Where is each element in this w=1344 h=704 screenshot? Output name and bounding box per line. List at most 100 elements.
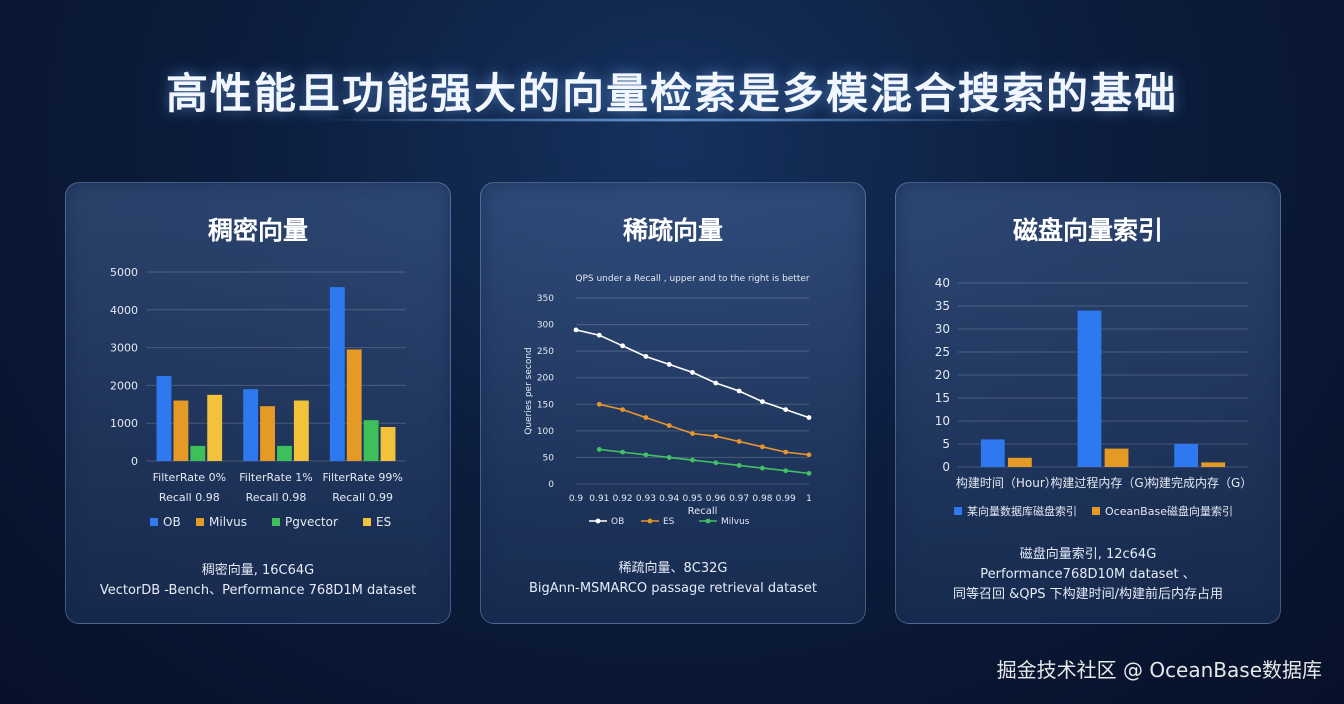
legend-swatch-marker bbox=[595, 518, 601, 524]
bar bbox=[260, 406, 275, 461]
data-point bbox=[573, 327, 579, 333]
data-point bbox=[713, 380, 719, 386]
y-tick-label: 0 bbox=[548, 480, 554, 490]
sparse-vector-panel: 稀疏向量 QPS under a Recall , upper and to t… bbox=[480, 182, 866, 624]
x-tick-label: 0.91 bbox=[589, 494, 609, 504]
bar bbox=[156, 375, 172, 461]
legend-label: OB bbox=[163, 515, 181, 529]
x-tick-label: 构建时间（Hour） bbox=[956, 475, 1057, 490]
y-tick-label: 1000 bbox=[110, 417, 138, 430]
x-tick-label: 0.94 bbox=[659, 494, 679, 504]
data-point bbox=[713, 433, 719, 439]
data-point bbox=[643, 452, 649, 458]
data-point bbox=[760, 399, 765, 405]
legend-swatch-marker bbox=[705, 518, 711, 524]
data-point bbox=[643, 415, 649, 420]
data-point bbox=[736, 439, 742, 444]
legend-label: OB bbox=[611, 517, 624, 527]
chart-title: QPS under a Recall , upper and to the ri… bbox=[575, 274, 810, 284]
data-point bbox=[620, 449, 625, 455]
bar bbox=[1077, 310, 1102, 467]
data-point bbox=[620, 407, 625, 412]
y-tick-label: 5 bbox=[942, 437, 950, 451]
x-tick-label: Recall 0.98 bbox=[159, 491, 220, 504]
y-tick-label: 40 bbox=[935, 276, 950, 290]
y-tick-label: 50 bbox=[543, 453, 555, 463]
data-point bbox=[690, 370, 695, 375]
y-tick-label: 30 bbox=[935, 322, 950, 336]
legend-swatch bbox=[196, 518, 204, 526]
y-tick-label: 4000 bbox=[110, 304, 138, 317]
legend-swatch bbox=[954, 507, 962, 515]
bar bbox=[243, 389, 259, 461]
sparse-vector-line-chart: QPS under a Recall , upper and to the ri… bbox=[524, 274, 812, 527]
data-point bbox=[783, 449, 789, 455]
series-line bbox=[599, 448, 810, 475]
watermark: 掘金技术社区 @ OceanBase数据库 bbox=[996, 658, 1322, 682]
data-point bbox=[713, 460, 719, 466]
x-tick-label: 0.95 bbox=[682, 494, 702, 504]
data-point bbox=[666, 362, 672, 367]
x-tick-label: FilterRate 1% bbox=[239, 471, 312, 484]
x-tick-label: 0.92 bbox=[613, 494, 633, 504]
title-glow-divider bbox=[300, 118, 1044, 122]
y-tick-label: 35 bbox=[935, 299, 950, 313]
y-axis-label: Queries per second bbox=[524, 347, 534, 435]
bar bbox=[190, 445, 206, 461]
data-point bbox=[596, 447, 602, 452]
y-tick-label: 150 bbox=[537, 400, 554, 410]
y-tick-label: 0 bbox=[131, 455, 138, 468]
data-point bbox=[806, 415, 812, 420]
x-tick-label: 0.98 bbox=[752, 494, 772, 504]
caption-line: VectorDB -Bench、Performance 768D1M datas… bbox=[99, 583, 417, 598]
caption-line: 稀疏向量、8C32G bbox=[618, 561, 728, 576]
y-tick-label: 250 bbox=[537, 347, 554, 357]
y-tick-label: 25 bbox=[935, 345, 950, 359]
x-tick-label: 构建过程内存（G） bbox=[1050, 475, 1155, 490]
y-tick-label: 3000 bbox=[110, 342, 138, 355]
caption-line: Performance768D10M dataset 、 bbox=[980, 567, 1196, 582]
caption-line: 稠密向量, 16C64G bbox=[201, 563, 315, 578]
bar bbox=[329, 287, 345, 461]
legend-swatch bbox=[363, 518, 371, 526]
data-point bbox=[596, 401, 602, 407]
data-point bbox=[620, 343, 625, 349]
bar bbox=[380, 426, 396, 461]
panel-caption: 稀疏向量、8C32G BigAnn-MSMARCO passage retrie… bbox=[481, 559, 865, 599]
data-point bbox=[736, 388, 742, 394]
data-point bbox=[760, 444, 765, 450]
x-axis-label: Recall bbox=[688, 506, 718, 517]
bar bbox=[1104, 448, 1129, 467]
data-point bbox=[690, 431, 695, 436]
legend-swatch bbox=[1092, 507, 1100, 515]
x-tick-label: 0.97 bbox=[729, 494, 749, 504]
disk-index-bar-chart: 0 5 10 15 20 25 30 35 40 构建时间（Hour）构建过程内存（G）构建完成内… bbox=[935, 276, 1253, 518]
x-tick-label: 1 bbox=[806, 494, 812, 504]
x-tick-label: 0.93 bbox=[636, 494, 656, 504]
bar bbox=[1201, 462, 1226, 467]
bar bbox=[173, 400, 189, 461]
bar bbox=[207, 394, 223, 461]
data-point bbox=[690, 457, 695, 463]
y-tick-label: 350 bbox=[537, 294, 554, 304]
data-point bbox=[643, 354, 649, 359]
disk-index-panel: 磁盘向量索引 0 5 10 15 20 25 30 35 40 构建时间（Hour） 构建过程内存（… bbox=[895, 182, 1281, 624]
panel-caption: 稠密向量, 16C64G VectorDB -Bench、Performance… bbox=[66, 561, 450, 601]
y-tick-label: 5000 bbox=[110, 266, 138, 279]
legend-swatch bbox=[272, 518, 280, 526]
bar bbox=[363, 420, 379, 461]
y-tick-label: 300 bbox=[537, 321, 554, 331]
legend-label: Milvus bbox=[721, 517, 750, 527]
dense-vector-panel: 稠密向量 0 1000 2000 3000 4000 5000 FilterRate 0% R… bbox=[65, 182, 451, 624]
legend-swatch bbox=[150, 518, 158, 526]
y-tick-label: 2000 bbox=[110, 379, 138, 392]
x-tick-label: Recall 0.98 bbox=[246, 491, 307, 504]
bar bbox=[980, 439, 1005, 467]
legend-label: Pgvector bbox=[285, 515, 338, 529]
dense-vector-bar-chart: 0 1000 2000 3000 4000 5000 FilterRate 0% Recall… bbox=[110, 266, 406, 529]
data-point bbox=[760, 465, 765, 471]
bar bbox=[293, 400, 309, 461]
legend-label: ES bbox=[376, 515, 391, 529]
bar bbox=[1174, 444, 1199, 467]
x-tick-label: FilterRate 99% bbox=[322, 471, 402, 484]
